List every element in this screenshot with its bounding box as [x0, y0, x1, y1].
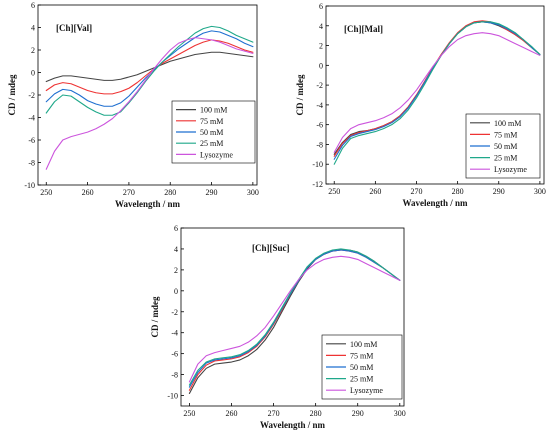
y-tick-label: -8 — [171, 371, 178, 380]
series-group — [45, 25, 254, 170]
y-tick-label: -4 — [316, 101, 323, 110]
legend-label: 25 mM — [494, 154, 517, 163]
panel-title: [Ch][Mal] — [344, 24, 383, 34]
series-line-4 — [333, 21, 541, 165]
y-tick-label: 6 — [174, 224, 178, 233]
legend-box — [465, 113, 541, 179]
y-tick-label: 2 — [319, 42, 323, 51]
series-line-5 — [333, 32, 541, 153]
y-tick-label: 4 — [174, 245, 178, 254]
y-tick-label: -10 — [167, 392, 178, 401]
legend: 100 mM 75 mM 50 mM 25 mM Lysozyme — [465, 113, 541, 179]
legend-label: 100 mM — [200, 106, 227, 115]
x-tick-label: 250 — [183, 409, 195, 418]
y-tick-label: -4 — [28, 114, 35, 123]
legend-label: 50 mM — [494, 142, 517, 151]
legend-label: 75 mM — [494, 130, 517, 139]
legend-label: 100 mM — [350, 340, 377, 349]
legend-label: 50 mM — [350, 363, 373, 372]
y-tick-label: -8 — [28, 159, 35, 168]
series-line-4 — [45, 25, 254, 116]
y-tick-label: -2 — [28, 91, 35, 100]
legend: 100 mM 75 mM 50 mM 25 mM Lysozyme — [321, 334, 403, 400]
y-tick-label: 0 — [174, 287, 178, 296]
chart-panel-3: 250 260 270 280 290 300 -10 -8 -6 -4 -2 0 2 4 6 Wavelen… — [150, 224, 406, 430]
x-tick-label: 270 — [123, 188, 135, 197]
legend: 100 mM 75 mM 50 mM 25 mM Lysozyme — [171, 100, 256, 164]
y-tick-label: -10 — [24, 181, 35, 190]
plot-frame — [325, 5, 545, 185]
y-tick-label: 2 — [174, 266, 178, 275]
legend-label: 50 mM — [200, 128, 223, 137]
y-tick-label: -6 — [316, 121, 323, 130]
x-axis-title: Wavelength / nm — [260, 420, 326, 430]
y-tick-label: -2 — [171, 308, 178, 317]
legend-label: 25 mM — [350, 375, 373, 384]
y-tick-label: 6 — [319, 2, 323, 11]
series-line-5 — [45, 37, 254, 170]
panel-title: [Ch][Suc] — [252, 243, 290, 253]
chart-panel-2: 250 260 270 280 290 300 -12 -10 -8 -6 -4 -2 0 2 4 6 Wave… — [295, 2, 546, 208]
y-tick-label: -8 — [316, 140, 323, 149]
x-tick-label: 280 — [310, 409, 322, 418]
y-tick-label: 4 — [319, 22, 323, 31]
x-tick-label: 290 — [206, 188, 218, 197]
legend-label: Lysozyme — [200, 150, 233, 159]
x-tick-label: 250 — [40, 188, 52, 197]
legend-label: 100 mM — [494, 119, 521, 128]
x-tick-label: 280 — [452, 187, 464, 196]
y-tick-label: -10 — [312, 160, 323, 169]
y-tick-label: 2 — [31, 46, 35, 55]
legend-label: 75 mM — [200, 117, 223, 126]
x-tick-label: 250 — [328, 187, 340, 196]
x-tick-label: 280 — [164, 188, 176, 197]
y-axis-title: CD / mdeg — [150, 296, 160, 337]
series-line-1 — [45, 51, 254, 83]
x-axis-title: Wavelength / nm — [402, 198, 468, 208]
legend-label: Lysozyme — [494, 165, 527, 174]
series-line-2 — [45, 39, 254, 95]
y-tick-label: -2 — [316, 81, 323, 90]
y-tick-label: -12 — [312, 180, 323, 189]
x-tick-label: 260 — [225, 409, 237, 418]
y-tick-label: -6 — [28, 136, 35, 145]
x-tick-label: 290 — [352, 409, 364, 418]
y-tick-label: -6 — [171, 350, 178, 359]
x-tick-label: 300 — [247, 188, 259, 197]
x-tick-label: 260 — [82, 188, 94, 197]
legend-label: 25 mM — [200, 139, 223, 148]
x-tick-label: 270 — [268, 409, 280, 418]
chart-panel-1: 250 260 270 280 290 300 -10 -8 -6 -4 -2 0 2 4 6 Wavelen… — [7, 1, 259, 209]
x-tick-label: 300 — [394, 409, 406, 418]
x-tick-label: 260 — [369, 187, 381, 196]
y-tick-label: 4 — [31, 24, 35, 33]
panel-title: [Ch][Val] — [56, 23, 92, 33]
legend-box — [171, 100, 256, 164]
series-line-5 — [188, 255, 401, 383]
y-tick-label: 0 — [31, 69, 35, 78]
y-tick-label: 0 — [319, 61, 323, 70]
y-axis-title: CD / mdeg — [7, 74, 17, 115]
plot-frame — [180, 227, 405, 407]
legend-label: 75 mM — [350, 351, 373, 360]
legend-label: Lysozyme — [350, 386, 383, 395]
x-tick-label: 290 — [493, 187, 505, 196]
y-tick-label: -4 — [171, 329, 178, 338]
series-group — [188, 248, 401, 394]
x-tick-label: 270 — [410, 187, 422, 196]
x-tick-label: 300 — [534, 187, 546, 196]
y-axis-title: CD / mdeg — [295, 74, 305, 115]
x-axis-title: Wavelength / nm — [115, 199, 181, 209]
y-tick-label: 6 — [31, 1, 35, 10]
series-group — [333, 20, 541, 165]
series-line-4 — [188, 248, 401, 386]
